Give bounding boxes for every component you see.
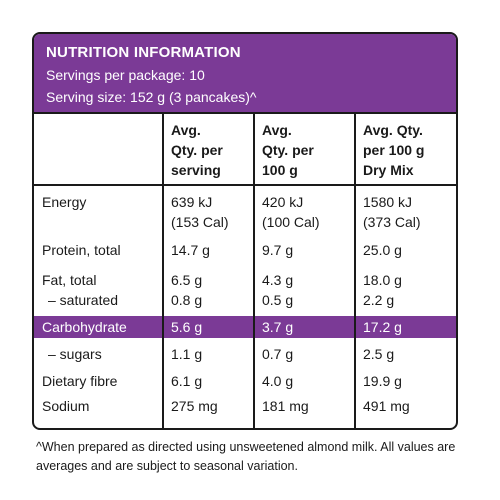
row-label-sodium: Sodium [42, 398, 90, 414]
column-header-per-100g: Avg. Qty. per 100 g [262, 122, 314, 178]
footnote: ^When prepared as directed using unsweet… [36, 440, 456, 473]
saturated-per-serving: 0.8 g [171, 292, 203, 308]
sodium-per-serving: 275 mg [171, 398, 218, 414]
panel-header: NUTRITION INFORMATION Servings per packa… [34, 34, 456, 114]
sodium-per-100g: 181 mg [262, 398, 309, 414]
row-label-protein: Protein, total [42, 242, 121, 258]
energy-dry-mix: 1580 kJ (373 Cal) [363, 194, 421, 230]
row-label-saturated: – saturated [48, 292, 119, 308]
servings-per-package: Servings per package: 10 [46, 67, 205, 83]
saturated-dry-mix: 2.2 g [363, 292, 395, 308]
energy-per-100g: 420 kJ (100 Cal) [262, 194, 320, 230]
row-label-fibre: Dietary fibre [42, 373, 118, 389]
fat-per-serving: 6.5 g [171, 272, 203, 288]
column-divider [354, 114, 356, 428]
sugars-per-serving: 1.1 g [171, 346, 203, 362]
header-divider [34, 184, 456, 186]
sodium-dry-mix: 491 mg [363, 398, 410, 414]
panel-title: NUTRITION INFORMATION [46, 44, 241, 61]
row-label-energy: Energy [42, 194, 87, 210]
protein-per-100g: 9.7 g [262, 242, 294, 258]
saturated-per-100g: 0.5 g [262, 292, 294, 308]
column-header-dry-mix: Avg. Qty. per 100 g Dry Mix [363, 122, 425, 178]
column-header-per-serving: Avg. Qty. per serving [171, 122, 223, 178]
column-divider [162, 114, 164, 428]
nutrition-panel: NUTRITION INFORMATION Servings per packa… [32, 32, 458, 430]
fat-per-100g: 4.3 g [262, 272, 294, 288]
protein-per-serving: 14.7 g [171, 242, 210, 258]
energy-per-serving: 639 kJ (153 Cal) [171, 194, 229, 230]
fibre-per-serving: 6.1 g [171, 373, 203, 389]
serving-size: Serving size: 152 g (3 pancakes)^ [46, 89, 257, 105]
row-label-fat: Fat, total [42, 272, 97, 288]
row-label-carbohydrate: Carbohydrate [42, 319, 127, 335]
protein-dry-mix: 25.0 g [363, 242, 402, 258]
carbohydrate-dry-mix: 17.2 g [363, 319, 402, 335]
row-label-sugars: – sugars [48, 346, 102, 362]
carbohydrate-per-100g: 3.7 g [262, 319, 294, 335]
sugars-dry-mix: 2.5 g [363, 346, 395, 362]
fibre-per-100g: 4.0 g [262, 373, 294, 389]
sugars-per-100g: 0.7 g [262, 346, 294, 362]
fat-dry-mix: 18.0 g [363, 272, 402, 288]
column-divider [253, 114, 255, 428]
carbohydrate-per-serving: 5.6 g [171, 319, 203, 335]
fibre-dry-mix: 19.9 g [363, 373, 402, 389]
carbohydrate-highlight [34, 316, 456, 338]
